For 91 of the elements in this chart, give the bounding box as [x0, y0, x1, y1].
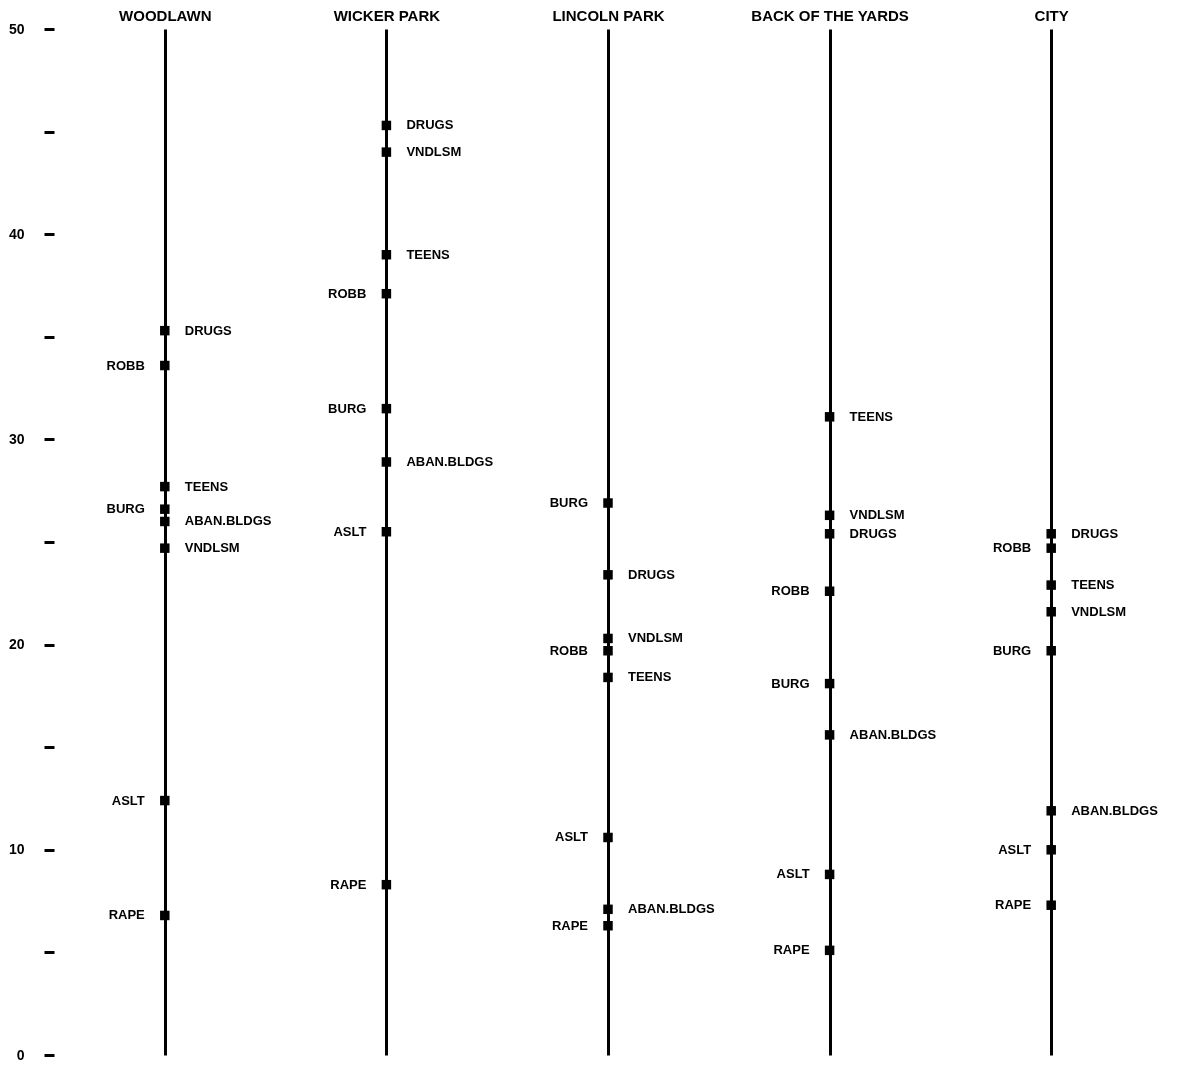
point: [381, 288, 392, 299]
series-label: ROBB: [106, 357, 145, 373]
text: TEENS: [1071, 577, 1115, 593]
text: ROBB: [992, 540, 1032, 556]
point: [160, 543, 170, 553]
series-label: RAPE: [108, 907, 146, 923]
point: [381, 120, 392, 131]
point: [1046, 646, 1056, 656]
series-label: VNDLSM: [406, 144, 462, 160]
point: [603, 832, 613, 843]
point: [824, 945, 835, 956]
text: DRUGS: [1071, 525, 1119, 541]
series-label: ASLT: [111, 792, 145, 808]
x-tick-label: LINCOLN PARK: [552, 6, 665, 24]
text: RAPE: [330, 876, 367, 892]
point: [1046, 543, 1056, 553]
text: VNDLSM: [628, 630, 683, 646]
text: RAPE: [773, 942, 810, 958]
point: [381, 457, 392, 467]
point: [603, 672, 613, 683]
text: RAPE: [995, 897, 1032, 913]
text: ABAN.BLDGS: [184, 513, 272, 529]
x-tick-label: BACK OF THE YARDS: [751, 6, 909, 24]
point: [160, 910, 170, 921]
y-tick-label: 50: [8, 20, 25, 37]
point: [160, 516, 170, 527]
point: [381, 147, 392, 157]
point: [1046, 845, 1056, 855]
text: ASLT: [776, 866, 810, 882]
y-tick-label: 20: [8, 636, 25, 653]
text: VNDLSM: [1071, 603, 1127, 619]
point: [824, 730, 835, 740]
point: [603, 920, 613, 931]
text: ABAN.BLDGS: [628, 901, 715, 917]
point: [824, 529, 835, 539]
point: [603, 498, 613, 508]
point: [160, 325, 170, 336]
x-tick-label: WOODLAWN: [119, 6, 212, 24]
x-tick-label: WICKER PARK: [333, 6, 441, 24]
series-label: DRUGS: [406, 117, 454, 133]
text: ROBB: [771, 583, 810, 599]
point: [1046, 607, 1056, 617]
point: [824, 678, 835, 689]
point: [824, 869, 835, 880]
text: TEENS: [849, 408, 893, 424]
text: ASLT: [333, 523, 367, 539]
text: ASLT: [998, 841, 1032, 857]
text: ROBB: [549, 642, 588, 658]
text: DRUGS: [628, 566, 675, 582]
text: ROBB: [328, 285, 367, 301]
text: VNDLSM: [849, 507, 905, 523]
point: [603, 570, 613, 580]
text: BURG: [771, 675, 810, 691]
y-tick-label: 10: [8, 841, 25, 858]
point: [603, 646, 613, 656]
series-label: BURG: [106, 501, 145, 517]
y-tick-label: 0: [16, 1046, 25, 1063]
y-tick-label: 30: [8, 430, 25, 447]
point: [1046, 529, 1056, 539]
point: [1046, 900, 1056, 910]
text: VNDLSM: [184, 540, 240, 556]
point: [381, 249, 392, 260]
point: [160, 360, 170, 371]
point: [381, 879, 392, 890]
text: ASLT: [555, 829, 588, 845]
series-label: ABAN.BLDGS: [406, 453, 494, 469]
text: ABAN.BLDGS: [849, 726, 937, 742]
point: [603, 633, 613, 644]
text: TEENS: [628, 669, 672, 685]
y-tick-label: 40: [8, 225, 25, 242]
point: [1046, 580, 1056, 590]
point: [160, 795, 170, 806]
point: [1046, 806, 1056, 816]
text: RAPE: [551, 917, 588, 933]
text: DRUGS: [849, 525, 897, 541]
text: ABAN.BLDGS: [1071, 802, 1158, 818]
point: [824, 510, 835, 521]
text: BURG: [992, 642, 1032, 658]
series-label: TEENS: [406, 246, 451, 262]
point: [603, 904, 613, 915]
x-tick-label: CITY: [1034, 6, 1069, 24]
text: TEENS: [184, 478, 229, 494]
point: [381, 403, 392, 414]
point: [824, 586, 835, 596]
text: BURG: [549, 495, 588, 511]
point: [824, 412, 835, 422]
text: DRUGS: [184, 322, 232, 338]
point: [160, 504, 170, 514]
point: [381, 527, 392, 537]
point: [160, 481, 170, 492]
text: BURG: [328, 400, 367, 416]
